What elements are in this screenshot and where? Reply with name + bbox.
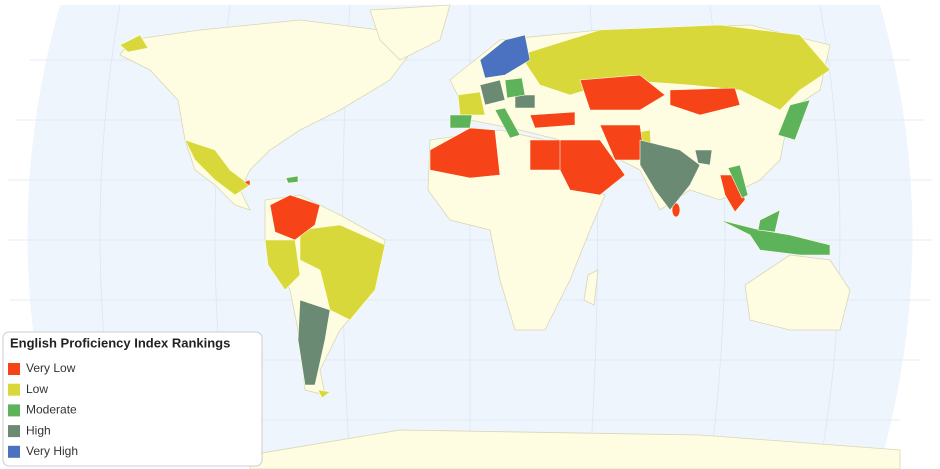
country — [457, 91, 486, 116]
country — [504, 77, 526, 99]
country — [514, 94, 536, 109]
country — [519, 24, 831, 111]
country — [777, 99, 811, 141]
countries — [119, 24, 831, 399]
country — [671, 202, 681, 218]
legend-label: Low — [26, 382, 48, 396]
country — [529, 139, 561, 171]
legend: English Proficiency Index Rankings Very … — [2, 331, 263, 467]
legend-box — [2, 331, 263, 467]
country — [285, 175, 299, 184]
australia — [744, 254, 851, 331]
country — [639, 139, 701, 211]
country — [449, 114, 473, 129]
country — [494, 107, 521, 139]
country — [479, 79, 506, 106]
country — [264, 239, 301, 291]
legend-label: Very Low — [26, 361, 76, 375]
legend-label: Moderate — [26, 403, 77, 417]
legend-swatch — [8, 425, 20, 438]
legend-label: High — [26, 423, 51, 437]
country — [757, 209, 781, 233]
legend-swatch — [8, 445, 20, 458]
madagascar — [583, 269, 599, 306]
country — [727, 164, 749, 199]
country — [579, 74, 666, 111]
legend-title: English Proficiency Index Rankings — [10, 335, 230, 350]
country — [479, 34, 531, 79]
country — [694, 149, 713, 166]
country — [269, 194, 321, 241]
legend-label: Very High — [26, 444, 78, 458]
country — [297, 299, 331, 386]
country — [299, 224, 386, 321]
country — [243, 179, 251, 187]
country — [119, 34, 149, 53]
country — [184, 139, 251, 196]
greenland — [369, 4, 451, 61]
country — [317, 389, 331, 399]
legend-swatch — [8, 383, 20, 396]
legend-swatch — [8, 404, 20, 417]
country — [669, 87, 741, 116]
country — [529, 111, 576, 129]
legend-swatch — [8, 363, 20, 375]
antarctica — [249, 429, 901, 469]
